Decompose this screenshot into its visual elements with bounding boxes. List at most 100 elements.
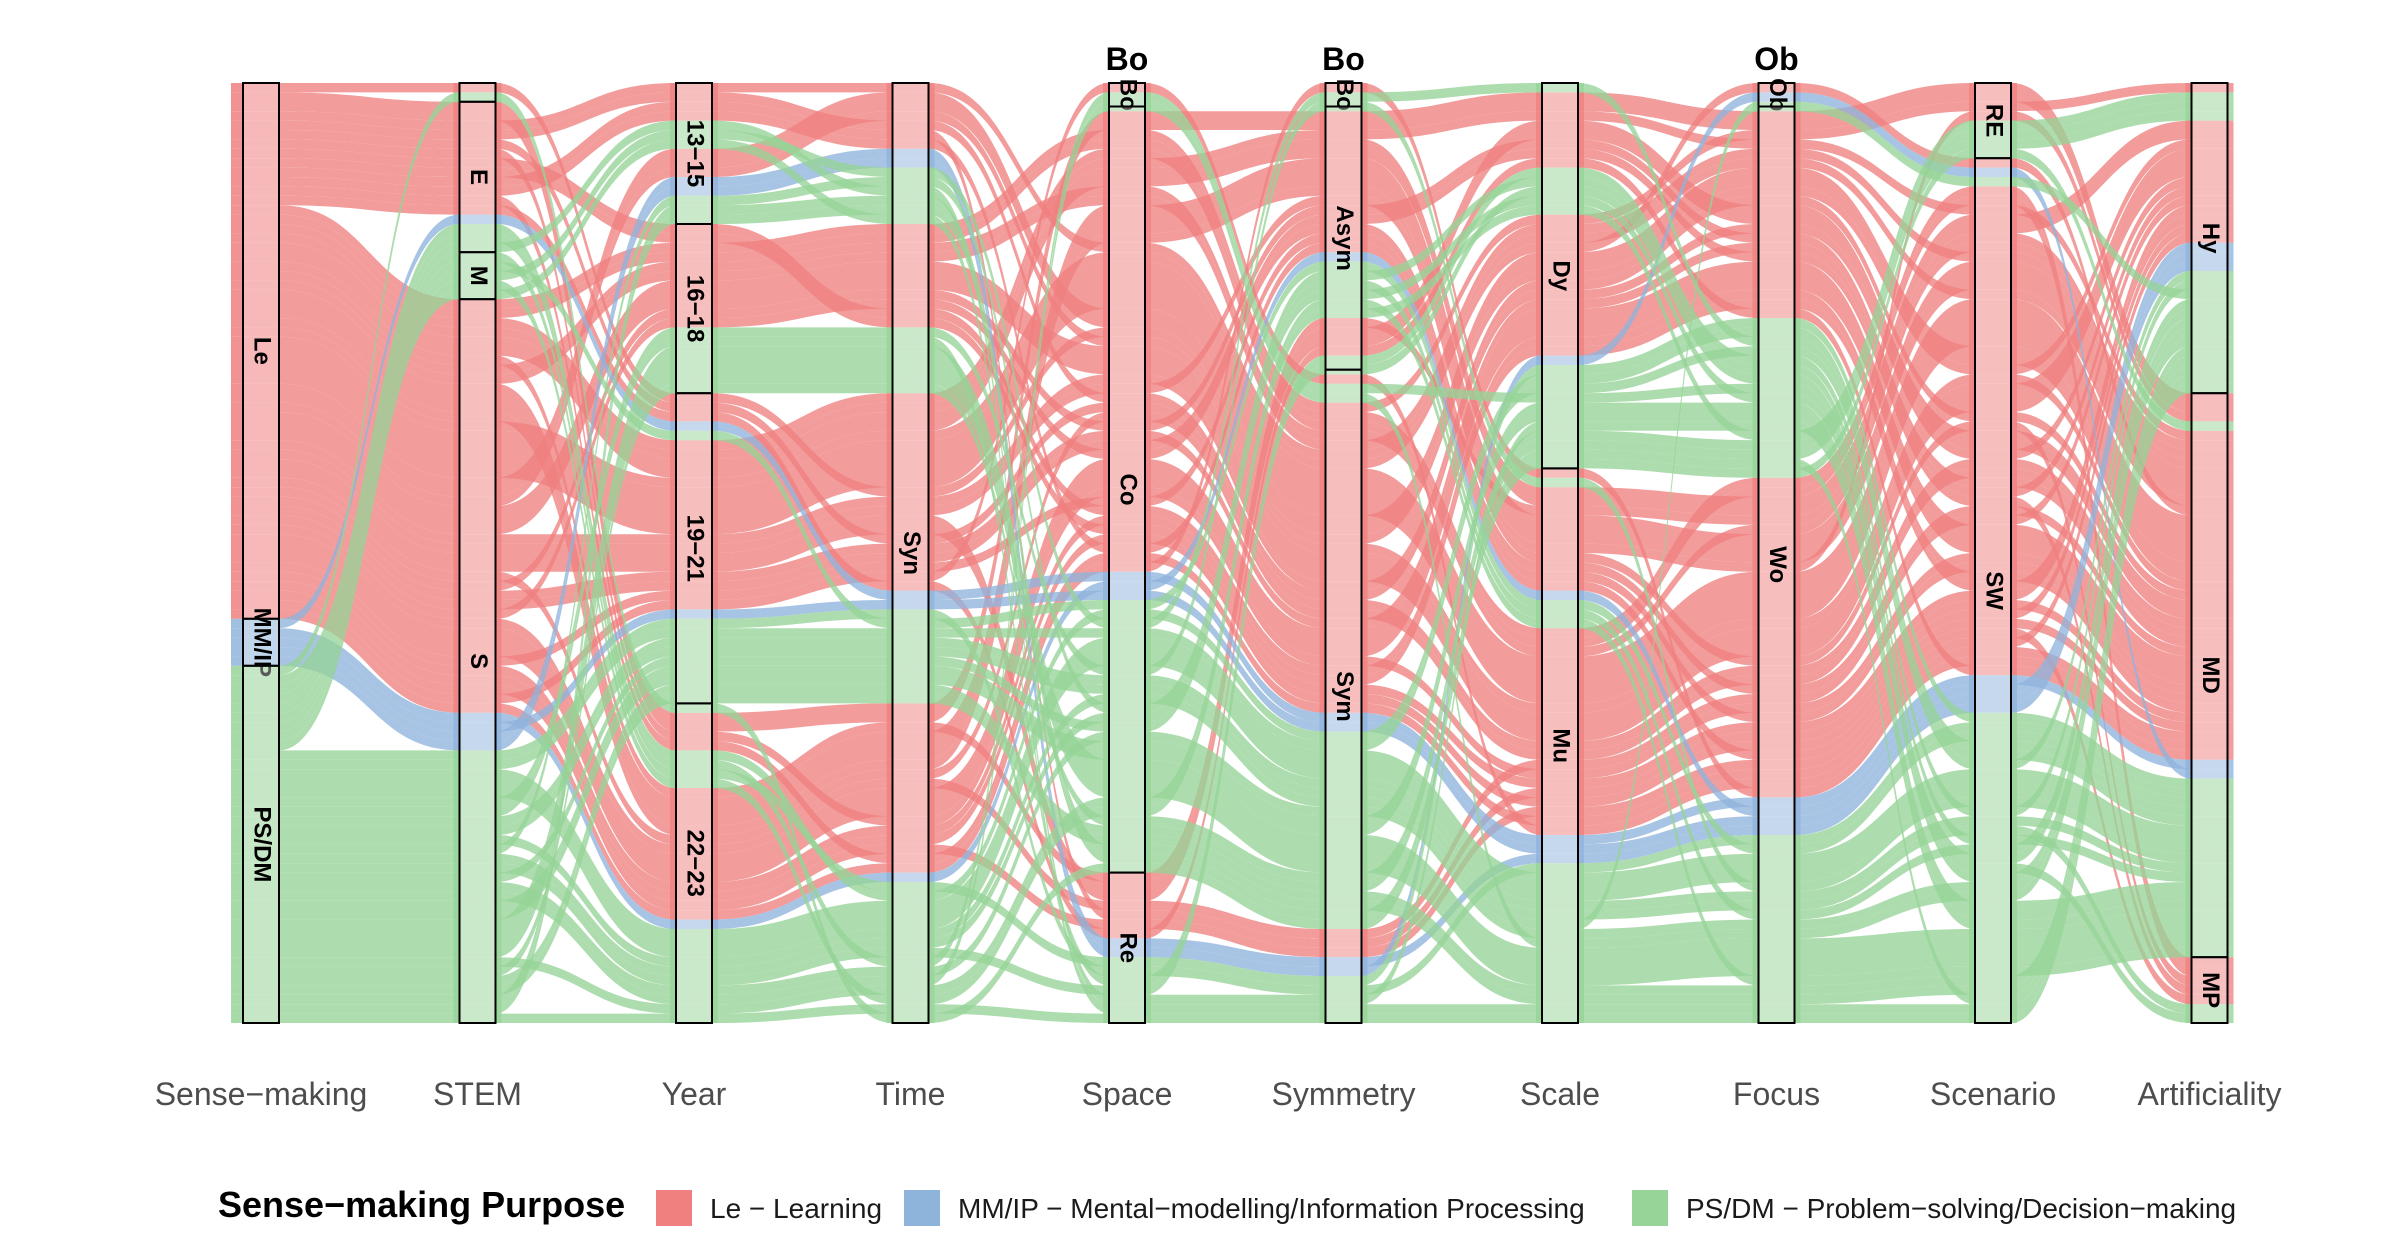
node-fill — [1969, 195, 2017, 206]
flow-ribbon — [495, 665, 676, 892]
flow-ribbon — [1361, 224, 1542, 450]
node-fill — [231, 515, 279, 525]
node-fill — [1536, 938, 1584, 948]
node-fill — [1536, 590, 1584, 600]
node-fill — [1752, 684, 1801, 694]
node-fill — [1752, 703, 1801, 713]
flow-ribbon — [1578, 430, 1759, 450]
flow-ribbon — [279, 148, 460, 168]
node-fill — [1103, 618, 1151, 629]
node-fill — [1103, 994, 1151, 1005]
flow-ribbon — [1361, 92, 1542, 130]
stratum-box — [675, 702, 713, 1025]
node-fill — [1319, 985, 1368, 995]
flow-ribbon — [1145, 515, 1326, 685]
node-fill — [231, 694, 279, 704]
node-fill — [2185, 882, 2234, 901]
flow-ribbon — [279, 233, 460, 694]
flow-ribbon — [279, 600, 460, 704]
flow-ribbon — [1794, 130, 1975, 450]
flow-ribbon — [928, 111, 1109, 347]
flow-ribbon — [1145, 844, 1326, 911]
node-fill — [1103, 346, 1151, 375]
stratum-box — [458, 100, 497, 254]
node-fill — [886, 628, 935, 638]
flow-ribbon — [1578, 609, 1759, 920]
flow-ribbon — [1578, 92, 1759, 366]
node-fill — [231, 534, 279, 563]
node-fill — [453, 83, 502, 93]
stratum-box — [675, 82, 713, 225]
flow-ribbon — [1361, 280, 1542, 619]
flow-ribbon — [1145, 684, 1326, 798]
axis-label: Space — [1082, 1076, 1173, 1112]
node-fill — [886, 637, 935, 647]
node-fill — [886, 835, 935, 845]
node-fill — [1536, 835, 1584, 845]
node-fill — [670, 83, 718, 93]
stratum-label: Sym — [1331, 671, 1358, 722]
flow-ribbon — [1794, 402, 1975, 920]
stratum-box — [242, 664, 280, 1024]
flow-ribbon — [1145, 101, 1326, 676]
flow-ribbon — [1578, 994, 1759, 1005]
node-fill — [1103, 966, 1151, 976]
node-fill — [2185, 872, 2234, 882]
flow-ribbon — [928, 177, 1109, 713]
flow-ribbon — [1145, 430, 1326, 629]
node-fill — [670, 167, 718, 177]
flow-ribbon — [2011, 139, 2192, 375]
flow-ribbon — [1361, 261, 1542, 610]
node-fill — [1319, 412, 1368, 422]
node-fill — [1752, 571, 1801, 619]
node-fill — [1536, 459, 1584, 469]
flow-ribbon — [1145, 816, 1326, 882]
flow-ribbon — [495, 327, 676, 807]
flow-ribbon — [712, 1004, 893, 1023]
flow-ribbon — [1794, 703, 1975, 835]
flow-ribbon — [928, 346, 1109, 798]
node-fill — [2185, 722, 2234, 732]
flow-ribbon — [1361, 233, 1542, 582]
node-fill — [2185, 590, 2234, 600]
node-fill — [453, 628, 502, 657]
flow-ribbon — [1578, 600, 1759, 854]
node-fill — [670, 477, 718, 488]
flow-ribbon — [712, 393, 893, 497]
node-fill — [1536, 900, 1584, 911]
node-fill — [1752, 449, 1801, 459]
node-fill — [886, 957, 935, 967]
stratum-label: PS/DM — [249, 806, 276, 882]
flow-ribbon — [1361, 778, 1542, 911]
node-fill — [670, 534, 718, 544]
flow-ribbon — [495, 863, 676, 986]
node-fill — [1969, 976, 2017, 986]
flow-ribbon — [1361, 346, 1542, 685]
flow-ribbon — [1794, 242, 1975, 497]
flow-ribbon — [1145, 966, 1326, 995]
node-fill — [2185, 910, 2234, 948]
node-fill — [1536, 374, 1584, 384]
flow-ribbon — [928, 120, 1109, 403]
flow-ribbon — [1794, 289, 1975, 582]
node-fill — [886, 872, 935, 882]
node-fill — [886, 769, 935, 779]
flow-ribbon — [495, 205, 676, 422]
node-fill — [670, 177, 718, 187]
flow-ribbon — [1361, 308, 1542, 657]
node-fill — [2185, 900, 2234, 911]
node-fill — [1536, 750, 1584, 760]
flow-ribbon — [1361, 421, 1542, 1005]
node-fill — [1103, 609, 1151, 619]
node-fill — [231, 224, 279, 234]
flow-ribbon — [279, 289, 460, 751]
node-fill — [1969, 863, 2017, 873]
node-fill — [1319, 1013, 1368, 1023]
flow-ribbon — [495, 224, 676, 760]
flow-ribbon — [928, 205, 1109, 864]
node-fill — [231, 844, 279, 854]
node-fill — [453, 365, 502, 375]
node-fill — [231, 280, 279, 290]
node-fill — [453, 336, 502, 356]
